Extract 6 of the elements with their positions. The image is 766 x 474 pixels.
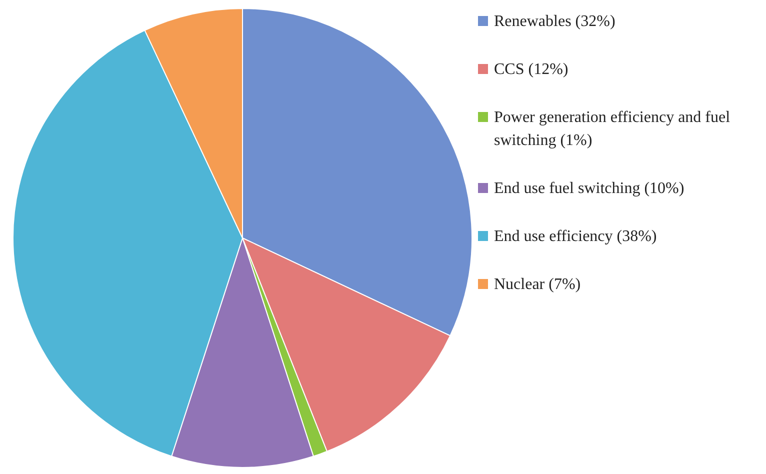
legend-label: End use efficiency (38%): [494, 227, 657, 247]
legend-label: Nuclear (7%): [494, 275, 581, 295]
legend-label: Renewables (32%): [494, 12, 616, 32]
legend-label: Power generation efficiency and fuel switching (1%): [494, 108, 732, 151]
legend-label: CCS (12%): [494, 60, 568, 80]
legend-label: End use fuel switching (10%): [494, 179, 684, 199]
